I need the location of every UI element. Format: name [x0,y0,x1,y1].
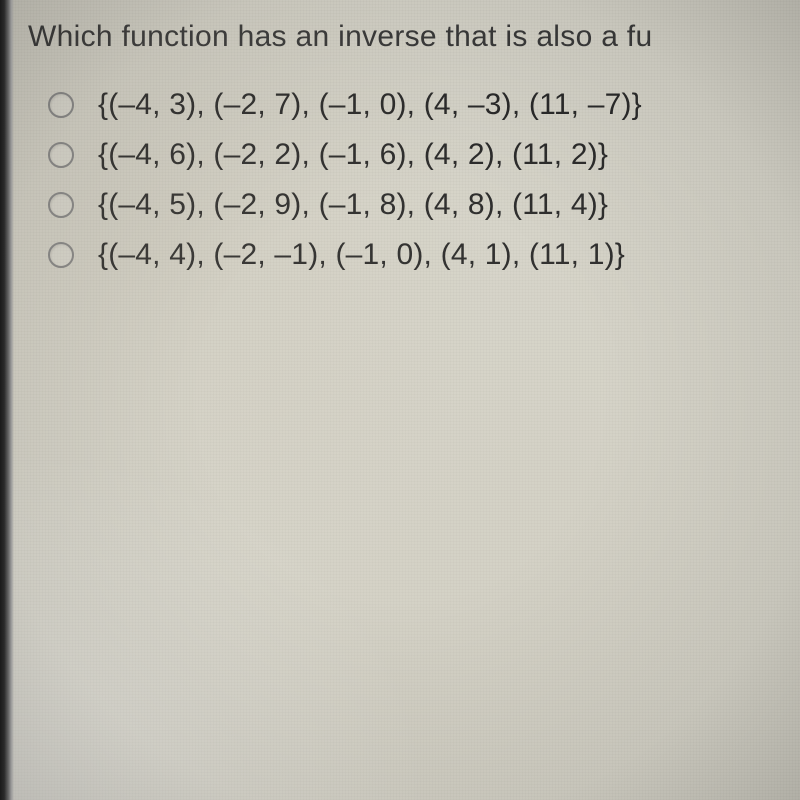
option-label: {(–4, 6), (–2, 2), (–1, 6), (4, 2), (11,… [98,138,608,172]
radio-icon[interactable] [48,192,74,218]
option-label: {(–4, 3), (–2, 7), (–1, 0), (4, –3), (11… [98,88,642,122]
question-text: Which function has an inverse that is al… [28,20,790,54]
screen-glare-overlay [0,440,440,800]
option-row[interactable]: {(–4, 3), (–2, 7), (–1, 0), (4, –3), (11… [48,88,790,122]
option-label: {(–4, 5), (–2, 9), (–1, 8), (4, 8), (11,… [98,188,608,222]
option-row[interactable]: {(–4, 6), (–2, 2), (–1, 6), (4, 2), (11,… [48,138,790,172]
option-row[interactable]: {(–4, 5), (–2, 9), (–1, 8), (4, 8), (11,… [48,188,790,222]
option-row[interactable]: {(–4, 4), (–2, –1), (–1, 0), (4, 1), (11… [48,238,790,272]
radio-icon[interactable] [48,142,74,168]
option-label: {(–4, 4), (–2, –1), (–1, 0), (4, 1), (11… [98,238,625,272]
radio-icon[interactable] [48,242,74,268]
options-group: {(–4, 3), (–2, 7), (–1, 0), (4, –3), (11… [28,88,790,272]
quiz-content: Which function has an inverse that is al… [0,0,800,298]
radio-icon[interactable] [48,92,74,118]
screen-left-bezel [0,0,14,800]
